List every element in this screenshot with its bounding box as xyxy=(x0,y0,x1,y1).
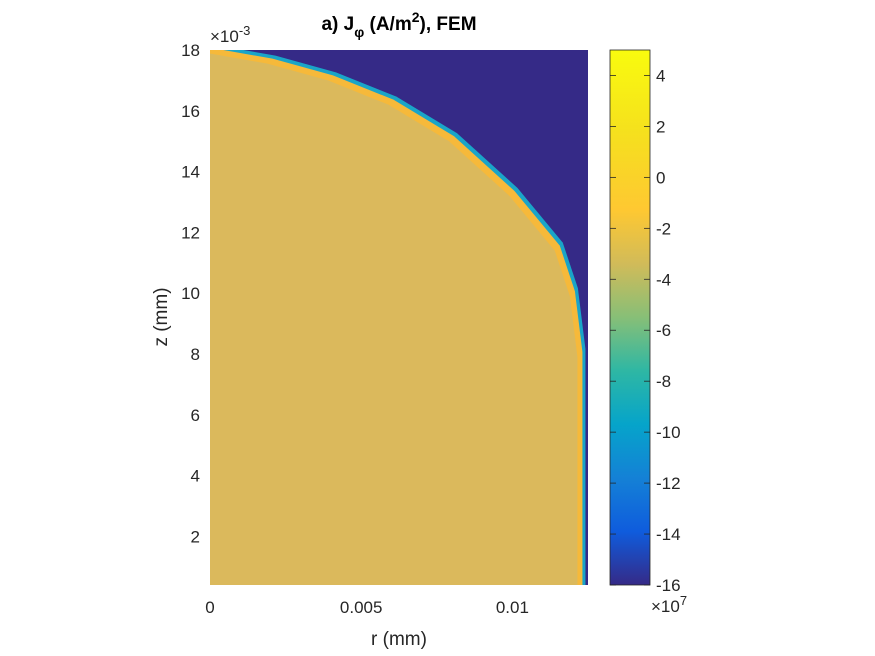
y-exponent: ×10-3 xyxy=(210,23,250,46)
colorbar-tick-label: -8 xyxy=(656,372,671,391)
colorbar-tick-label: 2 xyxy=(656,117,665,136)
y-axis-ticks: 2 4 6 8 10 12 14 16 18 xyxy=(181,41,200,546)
y-tick-label: 4 xyxy=(191,467,200,486)
y-axis-label: z (mm) xyxy=(151,287,172,346)
x-tick-label: 0.005 xyxy=(340,598,383,617)
y-tick-label: 2 xyxy=(191,527,200,546)
colorbar-tick-label: -4 xyxy=(656,270,671,289)
colorbar-tick-label: -16 xyxy=(656,576,681,595)
colorbar-tick-label: 4 xyxy=(656,66,665,85)
y-tick-label: 18 xyxy=(181,41,200,60)
interior-field xyxy=(210,53,578,585)
colorbar-tick-label: -14 xyxy=(656,525,681,544)
x-tick-label: 0.01 xyxy=(496,598,529,617)
colorbar-tick-label: -2 xyxy=(656,219,671,238)
colorbar-frame xyxy=(609,49,651,586)
y-tick-label: 16 xyxy=(181,102,200,121)
x-axis-ticks: 0 0.005 0.01 xyxy=(205,598,529,617)
colorbar-ticks: 4 2 0 -2 -4 -6 -8 -10 -12 -14 -16 xyxy=(610,66,681,595)
x-axis-label: r (mm) xyxy=(371,629,427,650)
plot-area xyxy=(210,50,588,585)
colorbar-tick-label: -12 xyxy=(656,474,681,493)
y-tick-label: 12 xyxy=(181,223,200,242)
chart-title: a) Jφ (A/m2), FEM xyxy=(321,9,476,40)
y-tick-label: 8 xyxy=(191,345,200,364)
colorbar-gradient xyxy=(610,50,650,585)
colorbar-tick-label: 0 xyxy=(656,168,665,187)
colorbar-tick-label: -10 xyxy=(656,423,681,442)
y-tick-label: 14 xyxy=(181,163,200,182)
y-tick-label: 6 xyxy=(191,406,200,425)
y-tick-label: 10 xyxy=(181,284,200,303)
x-tick-label: 0 xyxy=(205,598,214,617)
colorbar xyxy=(609,49,651,586)
colorbar-exponent: ×107 xyxy=(651,593,687,616)
colorbar-tick-label: -6 xyxy=(656,321,671,340)
